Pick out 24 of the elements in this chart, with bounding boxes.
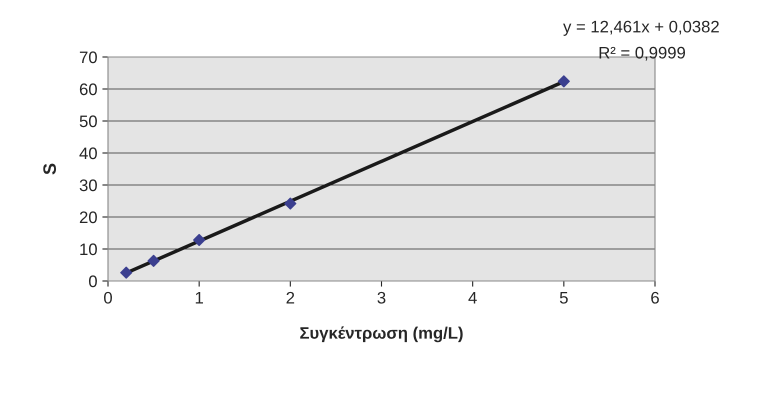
point	[148, 254, 160, 267]
y-tick-label: 50	[80, 115, 97, 128]
annotation: R² = 0,9999	[600, 46, 685, 61]
y-tick-label: 70	[80, 51, 97, 64]
point	[284, 197, 296, 210]
x-tick-label: 6	[651, 292, 659, 304]
y-tick-label: 30	[80, 179, 97, 192]
y-axis-title: S	[43, 164, 56, 175]
y-tick-label: 10	[80, 243, 97, 256]
x-tick-label: 0	[104, 292, 112, 304]
x-tick-label: 4	[468, 292, 477, 304]
x-tick-label: 5	[560, 292, 568, 304]
y-tick-label: 40	[79, 147, 97, 160]
point	[120, 266, 132, 279]
y-tick-label: 60	[80, 83, 97, 96]
x-tick-label: 2	[286, 292, 294, 304]
x-axis-title: Συγκέντρωση (mg/L)	[300, 326, 463, 342]
x-tick-label: 3	[378, 292, 386, 304]
point	[558, 75, 570, 88]
y-tick-label: 0	[88, 275, 97, 288]
text: y = 12,461x + 0,0382	[563, 20, 719, 36]
point	[193, 234, 206, 246]
x-tick-label: 1	[196, 292, 203, 304]
y-tick-label: 20	[80, 211, 97, 224]
